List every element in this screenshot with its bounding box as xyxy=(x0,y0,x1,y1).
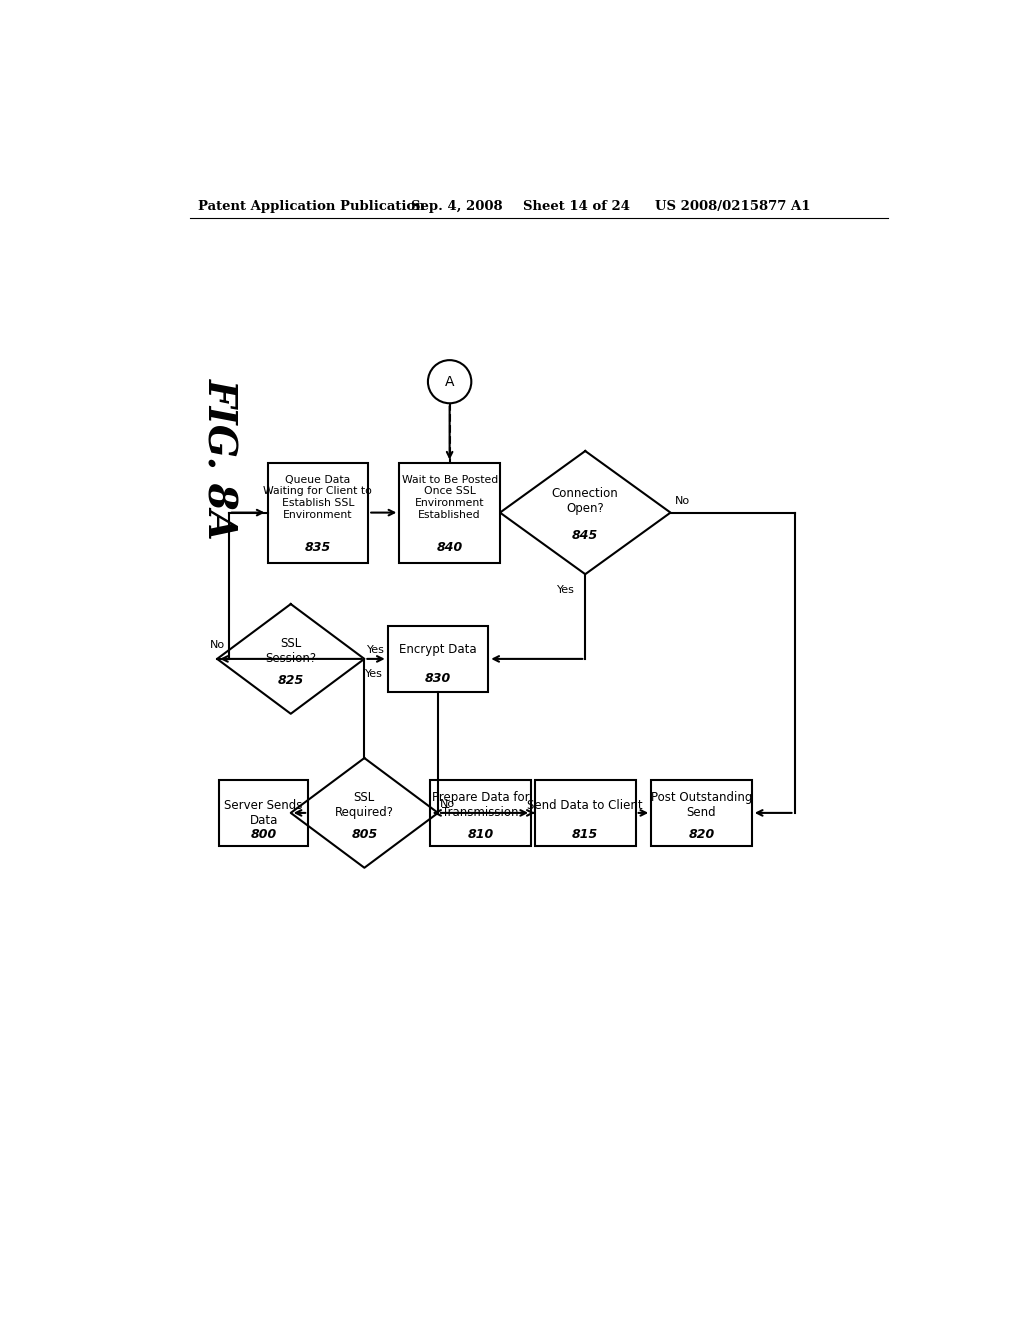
Text: 835: 835 xyxy=(305,541,331,554)
Text: 820: 820 xyxy=(688,828,715,841)
Text: 840: 840 xyxy=(436,541,463,554)
Text: No: No xyxy=(210,640,224,649)
Text: 810: 810 xyxy=(468,828,494,841)
Text: Send Data to Client: Send Data to Client xyxy=(527,799,643,812)
Text: Server Sends
Data: Server Sends Data xyxy=(224,799,303,826)
Text: Sep. 4, 2008: Sep. 4, 2008 xyxy=(411,199,503,213)
Text: Yes: Yes xyxy=(557,585,574,594)
Text: Connection
Open?: Connection Open? xyxy=(552,487,618,515)
Polygon shape xyxy=(291,758,438,867)
Polygon shape xyxy=(217,605,365,714)
Text: SSL
Session?: SSL Session? xyxy=(265,638,316,665)
Circle shape xyxy=(428,360,471,404)
Text: Queue Data
Waiting for Client to
Establish SSL
Environment: Queue Data Waiting for Client to Establi… xyxy=(263,475,373,520)
Bar xyxy=(219,780,308,846)
Text: No: No xyxy=(439,799,455,809)
Text: 830: 830 xyxy=(425,672,452,685)
Text: Encrypt Data: Encrypt Data xyxy=(399,643,477,656)
Text: A: A xyxy=(444,375,455,388)
Text: Wait to Be Posted
Once SSL
Environment
Established: Wait to Be Posted Once SSL Environment E… xyxy=(401,475,498,520)
Text: FIG. 8A: FIG. 8A xyxy=(201,378,239,540)
Text: No: No xyxy=(675,496,690,506)
Text: 825: 825 xyxy=(278,675,304,686)
Text: Yes: Yes xyxy=(365,669,383,680)
Text: Prepare Data for
Transmission: Prepare Data for Transmission xyxy=(432,791,529,820)
Bar xyxy=(267,462,369,562)
Text: 805: 805 xyxy=(351,828,378,841)
Text: Post Outstanding
Send: Post Outstanding Send xyxy=(651,791,753,820)
Bar xyxy=(399,462,500,562)
Bar xyxy=(651,780,752,846)
Bar xyxy=(388,626,488,692)
Text: 845: 845 xyxy=(572,529,598,543)
Polygon shape xyxy=(500,451,671,574)
Text: Yes: Yes xyxy=(367,644,385,655)
Text: 815: 815 xyxy=(572,828,598,841)
Bar xyxy=(430,780,531,846)
Text: US 2008/0215877 A1: US 2008/0215877 A1 xyxy=(655,199,811,213)
Text: Sheet 14 of 24: Sheet 14 of 24 xyxy=(523,199,630,213)
Text: SSL
Required?: SSL Required? xyxy=(335,791,394,820)
Bar xyxy=(535,780,636,846)
Text: Patent Application Publication: Patent Application Publication xyxy=(198,199,425,213)
Text: 800: 800 xyxy=(251,828,276,841)
